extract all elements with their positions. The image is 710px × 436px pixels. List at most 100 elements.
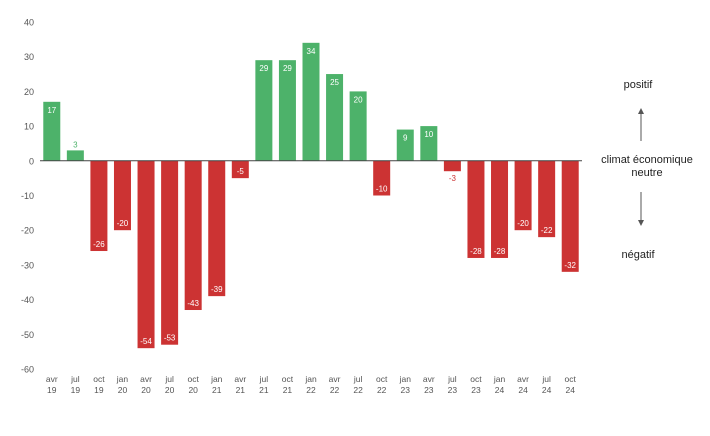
x-tick-label-year: 20 bbox=[141, 385, 151, 395]
x-tick-label-year: 22 bbox=[330, 385, 340, 395]
data-label: -53 bbox=[164, 334, 176, 343]
x-tick-label-month: oct bbox=[376, 374, 388, 384]
y-tick-label: -40 bbox=[21, 295, 34, 305]
data-label: -26 bbox=[93, 240, 105, 249]
bar bbox=[161, 160, 179, 345]
data-label: -28 bbox=[470, 247, 482, 256]
x-tick-label-year: 23 bbox=[424, 385, 434, 395]
negative-label: négatif bbox=[621, 249, 655, 261]
x-tick-label-year: 22 bbox=[306, 385, 316, 395]
bar bbox=[137, 160, 155, 349]
x-tick-label-month: oct bbox=[188, 374, 200, 384]
x-tick-label-month: jan bbox=[399, 374, 412, 384]
data-label: -22 bbox=[541, 226, 553, 235]
x-tick-label-year: 21 bbox=[283, 385, 293, 395]
bar bbox=[255, 60, 273, 161]
bar bbox=[278, 60, 296, 161]
y-tick-label: -10 bbox=[21, 191, 34, 201]
y-tick-label: 40 bbox=[24, 18, 34, 28]
y-tick-label: -50 bbox=[21, 330, 34, 340]
x-tick-label-month: avr bbox=[517, 374, 529, 384]
bar bbox=[66, 150, 84, 161]
neutral-label: climat économique neutre bbox=[592, 154, 702, 180]
x-tick-label-month: avr bbox=[234, 374, 246, 384]
x-tick-label-month: jul bbox=[353, 374, 363, 384]
x-tick-label-month: jul bbox=[259, 374, 269, 384]
bar bbox=[443, 160, 461, 172]
x-tick-label-year: 24 bbox=[542, 385, 552, 395]
data-label: 17 bbox=[47, 106, 56, 115]
data-label: 29 bbox=[283, 64, 292, 73]
bar bbox=[514, 160, 532, 231]
data-label: 3 bbox=[73, 140, 78, 149]
x-tick-label-month: avr bbox=[329, 374, 341, 384]
bar bbox=[90, 160, 108, 252]
data-label: -32 bbox=[564, 261, 576, 270]
neutral-label-line2: neutre bbox=[631, 167, 663, 179]
y-tick-label: -30 bbox=[21, 260, 34, 270]
x-tick-label-month: oct bbox=[282, 374, 294, 384]
x-tick-label-month: oct bbox=[565, 374, 577, 384]
data-label: -20 bbox=[517, 219, 529, 228]
neutral-label-line1: climat économique bbox=[601, 154, 693, 166]
arrow-down-icon bbox=[638, 220, 644, 226]
data-label: -43 bbox=[187, 299, 199, 308]
x-tick-label-month: oct bbox=[93, 374, 105, 384]
positive-label: positif bbox=[623, 79, 653, 91]
data-label: 29 bbox=[259, 64, 268, 73]
data-label: -10 bbox=[376, 185, 388, 194]
x-tick-label-month: oct bbox=[470, 374, 482, 384]
x-tick-label-month: jan bbox=[493, 374, 506, 384]
x-tick-label-year: 24 bbox=[565, 385, 575, 395]
x-tick-label-month: jan bbox=[304, 374, 317, 384]
x-tick-label-year: 24 bbox=[518, 385, 528, 395]
x-tick-label-year: 20 bbox=[118, 385, 128, 395]
bar bbox=[208, 160, 226, 297]
y-tick-label: 20 bbox=[24, 87, 34, 97]
x-tick-label-month: jan bbox=[210, 374, 223, 384]
x-tick-label-month: jul bbox=[541, 374, 551, 384]
x-tick-label-year: 24 bbox=[495, 385, 505, 395]
x-tick-label-year: 21 bbox=[236, 385, 246, 395]
bar bbox=[373, 160, 391, 196]
bar bbox=[467, 160, 485, 258]
bar bbox=[420, 126, 438, 161]
x-tick-label-year: 20 bbox=[188, 385, 198, 395]
bar bbox=[302, 42, 320, 161]
x-tick-label-year: 23 bbox=[401, 385, 411, 395]
arrow-up-icon bbox=[638, 108, 644, 114]
y-tick-label: -60 bbox=[21, 365, 34, 375]
x-tick-label-year: 22 bbox=[353, 385, 363, 395]
bar bbox=[326, 74, 344, 161]
x-tick-label-month: avr bbox=[140, 374, 152, 384]
x-tick-label-year: 19 bbox=[94, 385, 104, 395]
x-tick-label-month: jan bbox=[116, 374, 129, 384]
bar bbox=[491, 160, 509, 258]
data-label: -39 bbox=[211, 285, 223, 294]
bar bbox=[184, 160, 202, 311]
data-label: -28 bbox=[494, 247, 506, 256]
x-tick-label-month: avr bbox=[46, 374, 58, 384]
bar bbox=[113, 160, 131, 231]
x-tick-label-year: 21 bbox=[259, 385, 269, 395]
bar bbox=[231, 160, 249, 179]
x-tick-label-year: 20 bbox=[165, 385, 175, 395]
bar bbox=[538, 160, 556, 238]
bar bbox=[43, 101, 61, 161]
x-tick-label-month: jul bbox=[70, 374, 80, 384]
y-tick-label: 10 bbox=[24, 122, 34, 132]
data-label: 20 bbox=[354, 95, 363, 104]
data-label: 34 bbox=[307, 47, 316, 56]
bar bbox=[349, 91, 367, 161]
data-label: -54 bbox=[140, 337, 152, 346]
data-label: 25 bbox=[330, 78, 339, 87]
y-tick-label: 30 bbox=[24, 52, 34, 62]
x-tick-label-month: jul bbox=[447, 374, 457, 384]
x-tick-label-month: jul bbox=[164, 374, 174, 384]
x-tick-label-month: avr bbox=[423, 374, 435, 384]
bar bbox=[396, 129, 414, 161]
x-tick-label-year: 23 bbox=[448, 385, 458, 395]
data-label: -5 bbox=[237, 167, 245, 176]
y-tick-label: 0 bbox=[29, 156, 34, 166]
x-tick-label-year: 21 bbox=[212, 385, 222, 395]
